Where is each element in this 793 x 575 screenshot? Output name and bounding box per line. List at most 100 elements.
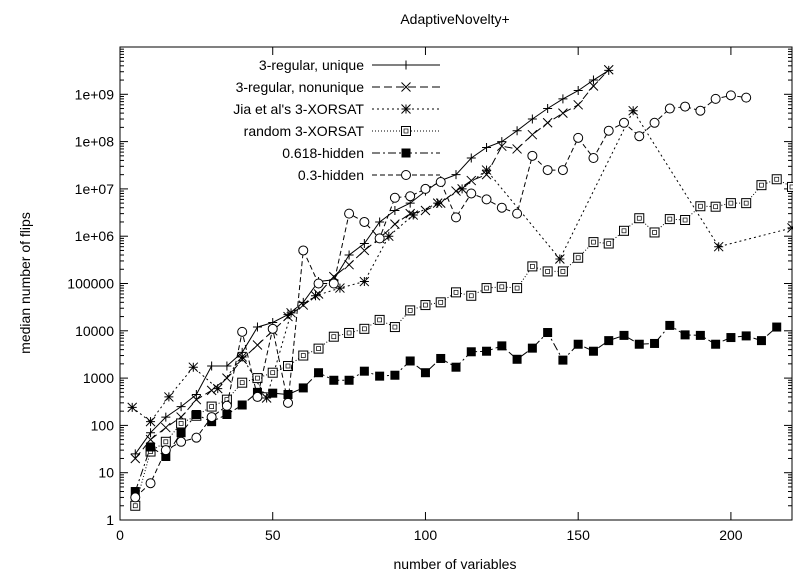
data-point-filled-box — [497, 341, 507, 351]
data-point-filled-box — [401, 148, 411, 158]
data-point-circle — [695, 105, 706, 116]
data-point-circle — [557, 165, 568, 176]
legend-item: 3-regular, unique — [259, 57, 440, 73]
data-point-plus — [375, 217, 385, 227]
data-point-box-inner — [209, 404, 214, 409]
series-4 — [130, 174, 793, 511]
data-point-circle — [298, 245, 309, 256]
data-point-circle — [176, 436, 187, 447]
data-point-plus — [482, 143, 492, 153]
y-tick-label: 1e+09 — [75, 86, 115, 102]
data-point-filled-box — [588, 346, 598, 356]
x-tick-label: 200 — [719, 527, 743, 543]
data-point-filled-box — [711, 339, 721, 349]
y-tick-label: 100000 — [67, 276, 114, 292]
data-point-plus — [588, 75, 598, 85]
data-point-box — [481, 283, 492, 294]
data-point-star — [286, 307, 296, 318]
data-point-plus — [512, 126, 522, 136]
legend-item: 0.3-hidden — [298, 167, 440, 183]
data-point-cross — [588, 81, 599, 91]
data-point-star — [383, 231, 394, 242]
data-point-cross — [466, 175, 477, 186]
data-point-cross — [603, 64, 614, 75]
data-point-filled-box — [726, 333, 736, 343]
data-point-box — [389, 322, 400, 333]
data-point-cross — [390, 219, 400, 229]
data-point-box — [130, 500, 141, 511]
data-point-box-inner — [407, 308, 413, 313]
data-point-filled-box — [436, 353, 446, 363]
data-point-cross — [130, 453, 141, 464]
series-6 — [130, 90, 752, 503]
data-point-box-inner — [652, 230, 657, 235]
legend-label: 3-regular, nonunique — [236, 79, 365, 95]
legend-label: 3-regular, unique — [259, 57, 364, 73]
data-point-filled-box — [146, 442, 156, 452]
data-point-circle — [512, 208, 523, 219]
data-point-circle — [741, 92, 752, 103]
data-point-box-inner — [743, 200, 749, 206]
data-point-box-inner — [468, 293, 474, 299]
data-point-box-inner — [499, 284, 505, 290]
data-point-box-inner — [636, 215, 642, 221]
series-line — [134, 324, 778, 492]
data-point-circle — [619, 117, 629, 128]
data-point-filled-box — [237, 400, 247, 410]
data-point-plus — [497, 137, 507, 147]
data-point-cross — [191, 394, 202, 405]
plot-frame — [119, 46, 793, 521]
data-point-box — [710, 201, 721, 212]
data-point-box — [267, 367, 278, 378]
data-point-box-inner — [560, 269, 566, 274]
data-point-circle — [664, 103, 675, 114]
data-point-circle — [267, 323, 278, 334]
legend-label: 0.3-hidden — [298, 167, 364, 183]
data-point-filled-box — [130, 487, 140, 497]
data-point-plus — [146, 428, 156, 438]
data-point-plus — [176, 402, 186, 412]
data-point-filled-box — [451, 362, 461, 372]
x-tick-label: 150 — [567, 527, 591, 543]
y-tick-label: 1000 — [83, 370, 114, 386]
data-point-box-inner — [438, 299, 444, 305]
y-tick-label: 10000 — [75, 323, 114, 339]
data-point-box-inner — [270, 370, 276, 376]
series-line — [134, 69, 610, 459]
y-tick-label: 100 — [91, 417, 115, 433]
data-point-circle — [344, 208, 355, 219]
data-point-filled-box — [665, 320, 675, 330]
data-point-star — [432, 198, 443, 208]
data-point-filled-box — [527, 343, 537, 353]
data-point-circle — [496, 202, 507, 213]
data-point-box — [237, 377, 248, 388]
data-point-star — [401, 104, 411, 114]
data-point-circle — [130, 492, 141, 503]
legend-label: Jia et al's 3-XORSAT — [233, 101, 364, 117]
y-axis: 1 10 100 1000 10000 100000 1e+06 1e+07 1e+08 1e+0… — [67, 48, 792, 528]
data-point-box — [420, 300, 431, 311]
data-point-plus — [252, 322, 262, 332]
data-point-filled-box — [375, 371, 385, 381]
data-point-plus — [527, 114, 537, 124]
data-point-circle — [145, 478, 156, 489]
data-point-box — [695, 201, 706, 212]
data-point-box-inner — [331, 334, 337, 340]
data-point-cross — [359, 245, 370, 256]
data-point-box — [542, 266, 553, 277]
data-point-circle — [710, 93, 721, 104]
data-point-box — [466, 290, 477, 301]
data-point-cross — [558, 108, 568, 118]
y-tick-label: 1 — [106, 512, 114, 528]
data-point-box-inner — [789, 184, 793, 190]
data-point-circle — [405, 191, 416, 202]
data-point-box-inner — [698, 203, 703, 209]
data-point-box — [664, 214, 675, 225]
data-point-circle — [435, 176, 446, 187]
data-point-plus — [401, 60, 411, 70]
data-point-box — [176, 418, 187, 429]
data-point-plus — [451, 170, 461, 180]
data-point-star — [408, 210, 419, 220]
data-point-box-inner — [728, 200, 734, 206]
